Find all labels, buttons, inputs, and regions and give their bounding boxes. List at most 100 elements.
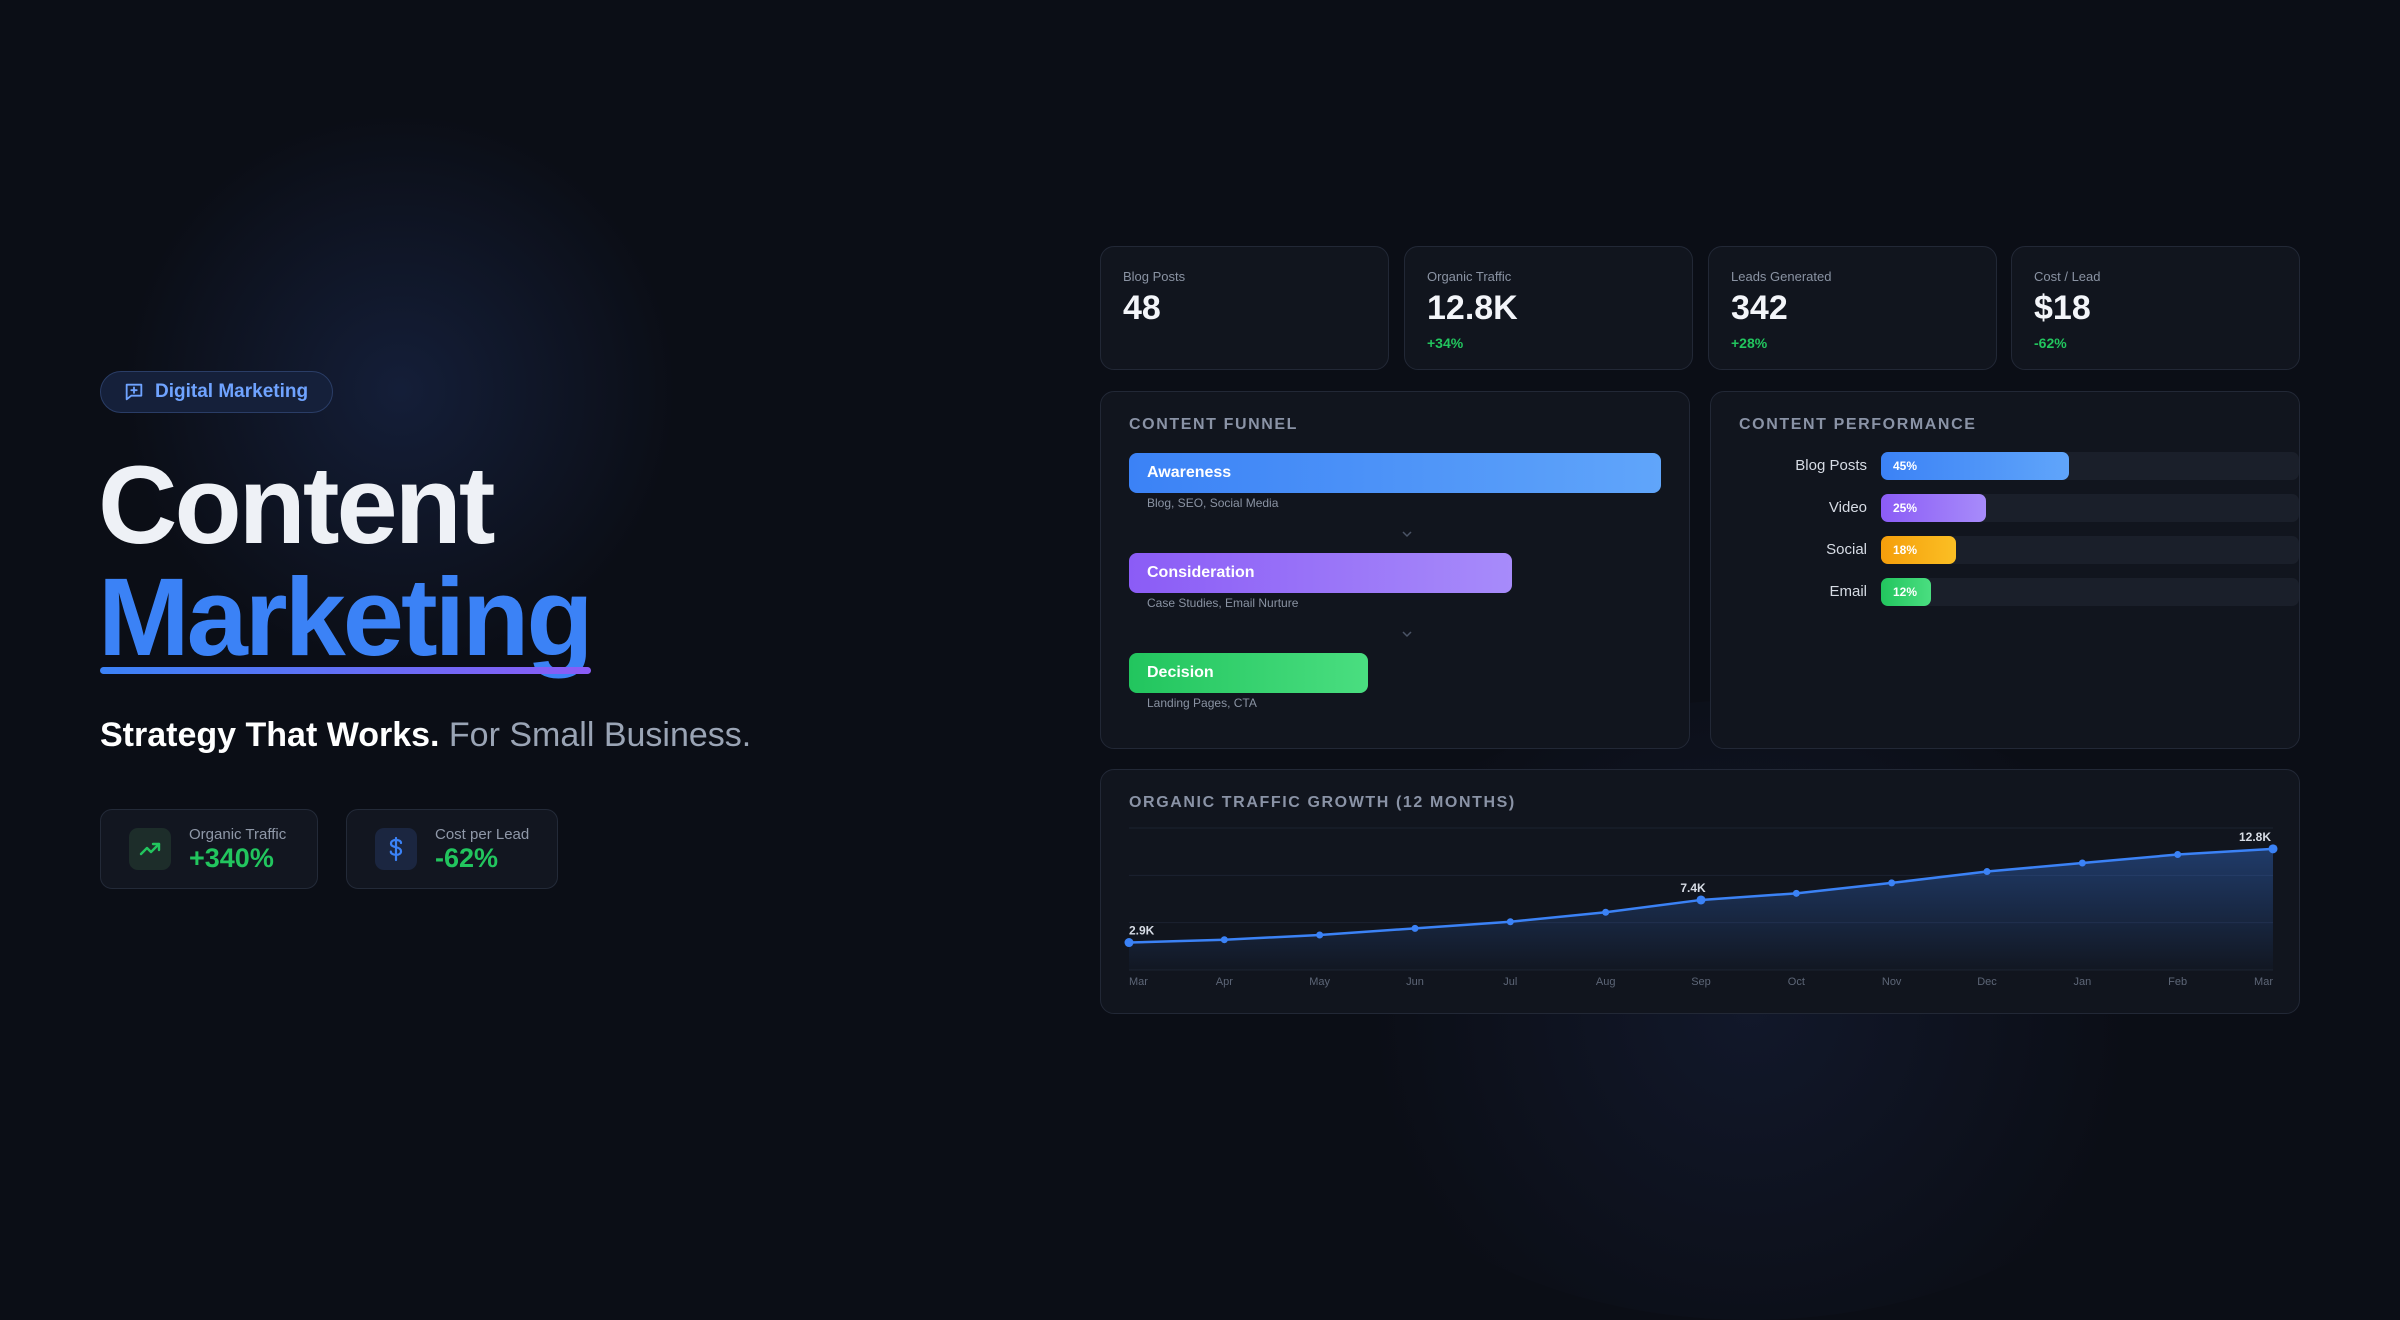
- kpi-label: Cost / Lead: [2034, 269, 2101, 284]
- kpi-value: $18: [2034, 289, 2091, 327]
- hero-title-line2: Marketing: [98, 562, 594, 674]
- chevron-down-icon: [1402, 631, 1412, 638]
- organic-traffic-chart: 2.9K 7.4K 12.8K Mar Apr May Jun Jul Aug Sep Oct Nov…: [1124, 827, 2278, 988]
- x-tick-label: Oct: [1788, 976, 1805, 988]
- perf-track: 25%: [1881, 494, 2299, 522]
- data-point: [1124, 938, 1134, 948]
- x-tick-label: Jan: [2073, 976, 2091, 988]
- perf-pct: 45%: [1893, 459, 1918, 473]
- data-point: [1602, 908, 1610, 916]
- perf-track: 12%: [1881, 578, 2299, 606]
- traffic-area: [1129, 848, 2273, 970]
- digital-marketing-badge: Digital Marketing: [100, 371, 334, 413]
- stat-label: Cost per Lead: [435, 825, 530, 843]
- kpi-card-cost-per-lead: Cost / Lead $18 -62%: [2011, 246, 2300, 370]
- data-point: [1411, 924, 1419, 932]
- message-plus-icon: [125, 383, 143, 401]
- funnel-stage-awareness[interactable]: Awareness: [1129, 453, 1661, 493]
- kpi-change: -62%: [2034, 335, 2067, 351]
- x-tick-label: Sep: [1691, 976, 1711, 988]
- kpi-value: 342: [1731, 289, 1788, 327]
- data-point: [2268, 844, 2278, 854]
- funnel-stage-consideration[interactable]: Consideration: [1129, 553, 1512, 593]
- hero-title-line2-text: Marketing: [98, 556, 594, 679]
- perf-bar-blog-posts: 45%: [1881, 452, 2070, 480]
- stat-value: +340%: [189, 842, 274, 873]
- content-performance-card: CONTENT PERFORMANCE Blog Posts 45% Video…: [1710, 391, 2300, 749]
- funnel-stage-sub: Blog, SEO, Social Media: [1147, 496, 1279, 510]
- kpi-change: +34%: [1427, 335, 1464, 351]
- badge-label: Digital Marketing: [155, 381, 309, 402]
- dollar-icon: [375, 828, 417, 870]
- perf-label: Email: [1829, 583, 1867, 600]
- organic-traffic-stat: Organic Traffic +340%: [100, 809, 318, 889]
- data-point: [1983, 868, 1991, 876]
- perf-label-wrap: Social: [1739, 536, 1867, 564]
- stat-value: -62%: [435, 842, 499, 873]
- kpi-card-blog-posts: Blog Posts 48: [1100, 246, 1389, 370]
- perf-bar-video: 25%: [1881, 494, 1986, 522]
- data-point: [1888, 879, 1896, 887]
- x-tick-label: Apr: [1216, 976, 1233, 988]
- kpi-change: +28%: [1731, 335, 1768, 351]
- perf-pct: 12%: [1893, 585, 1918, 599]
- tagline-strong: Strategy That Works.: [100, 716, 440, 754]
- tagline: Strategy That Works. For Small Business.: [100, 716, 751, 755]
- data-point: [2174, 851, 2182, 859]
- x-tick-label: Dec: [1977, 976, 1997, 988]
- section-title: CONTENT FUNNEL: [1129, 416, 1299, 433]
- cost-per-lead-stat: Cost per Lead -62%: [346, 809, 558, 889]
- kpi-label: Organic Traffic: [1427, 269, 1512, 284]
- perf-label: Blog Posts: [1795, 457, 1867, 474]
- kpi-value: 48: [1123, 289, 1161, 327]
- kpi-card-leads-generated: Leads Generated 342 +28%: [1708, 246, 1997, 370]
- content-funnel-card: CONTENT FUNNEL Awareness Blog, SEO, Soci…: [1100, 391, 1690, 749]
- x-tick-label: Mar: [2254, 976, 2273, 988]
- x-tick-label: May: [1309, 976, 1330, 988]
- perf-label: Social: [1826, 541, 1867, 558]
- trending-up-icon: [129, 828, 171, 870]
- data-label: 12.8K: [2239, 830, 2271, 844]
- perf-pct: 25%: [1893, 501, 1918, 515]
- funnel-stage-label: Consideration: [1147, 564, 1255, 581]
- kpi-card-organic-traffic: Organic Traffic 12.8K +34%: [1404, 246, 1693, 370]
- perf-label-wrap: Blog Posts: [1739, 452, 1867, 480]
- kpi-label: Leads Generated: [1731, 269, 1832, 284]
- funnel-stage-label: Awareness: [1147, 464, 1232, 481]
- data-point: [1696, 895, 1706, 905]
- x-tick-label: Aug: [1596, 976, 1616, 988]
- data-point: [1220, 936, 1228, 944]
- data-label: 7.4K: [1680, 881, 1706, 895]
- perf-label-wrap: Video: [1739, 494, 1867, 522]
- title-underline: [100, 667, 591, 674]
- hero-title-line1: Content: [98, 444, 495, 567]
- x-tick-label: Feb: [2168, 976, 2187, 988]
- perf-label-wrap: Email: [1739, 578, 1867, 606]
- x-tick-label: Jul: [1503, 976, 1517, 988]
- data-point: [1506, 918, 1514, 926]
- x-tick-label: Nov: [1882, 976, 1902, 988]
- x-tick-label: Jun: [1406, 976, 1424, 988]
- perf-track: 45%: [1881, 452, 2299, 480]
- performance-rows: Blog Posts 45% Video 25% Social 18% Emai…: [1739, 452, 2301, 612]
- chart-title: ORGANIC TRAFFIC GROWTH (12 MONTHS): [1129, 794, 1516, 811]
- perf-pct: 18%: [1893, 543, 1918, 557]
- perf-label: Video: [1828, 499, 1867, 516]
- chevron-down-icon: [1402, 531, 1412, 538]
- funnel-stage-decision[interactable]: Decision: [1129, 653, 1368, 693]
- funnel-stage-sub: Case Studies, Email Nurture: [1147, 596, 1299, 610]
- data-point: [1316, 931, 1324, 939]
- organic-traffic-chart-card: ORGANIC TRAFFIC GROWTH (12 MONTHS) 2.9K 7…: [1100, 769, 2300, 1014]
- perf-track: 18%: [1881, 536, 2299, 564]
- kpi-value: 12.8K: [1427, 289, 1518, 327]
- tagline-light: For Small Business.: [448, 716, 752, 754]
- perf-bar-email: 12%: [1881, 578, 1932, 606]
- data-point: [1792, 889, 1800, 897]
- perf-bar-social: 18%: [1881, 536, 1957, 564]
- data-label: 2.9K: [1129, 924, 1155, 938]
- data-point: [2078, 859, 2086, 867]
- stat-label: Organic Traffic: [189, 825, 287, 843]
- funnel-stage-sub: Landing Pages, CTA: [1147, 696, 1257, 710]
- x-tick-label: Mar: [1129, 976, 1148, 988]
- section-title: CONTENT PERFORMANCE: [1739, 416, 1977, 433]
